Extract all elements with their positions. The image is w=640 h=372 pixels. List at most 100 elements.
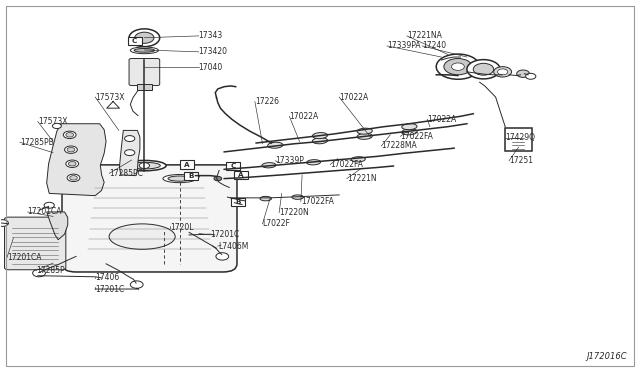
Circle shape <box>516 70 529 77</box>
Text: 17022A: 17022A <box>339 93 369 102</box>
Text: 17022FA: 17022FA <box>330 160 363 169</box>
Text: B: B <box>236 199 241 205</box>
FancyBboxPatch shape <box>180 160 194 169</box>
Text: 17201CA: 17201CA <box>28 208 62 217</box>
Text: 17221NA: 17221NA <box>407 31 442 41</box>
Text: 17240: 17240 <box>422 41 446 51</box>
Circle shape <box>33 269 45 277</box>
Circle shape <box>131 281 143 288</box>
Ellipse shape <box>163 174 196 183</box>
Ellipse shape <box>131 47 159 54</box>
Text: 17201CA: 17201CA <box>7 253 42 262</box>
Text: 17201C: 17201C <box>210 230 239 240</box>
Text: 17285PB: 17285PB <box>20 138 54 147</box>
Circle shape <box>66 133 74 137</box>
Circle shape <box>135 32 154 43</box>
Ellipse shape <box>402 124 417 130</box>
Circle shape <box>67 174 80 182</box>
Text: 1720L: 1720L <box>170 223 193 232</box>
FancyBboxPatch shape <box>129 58 160 86</box>
Circle shape <box>493 67 511 77</box>
Circle shape <box>125 150 135 155</box>
FancyBboxPatch shape <box>128 37 142 45</box>
Circle shape <box>444 58 472 75</box>
Text: 17573X: 17573X <box>95 93 125 102</box>
Polygon shape <box>120 131 140 176</box>
Circle shape <box>473 63 493 75</box>
Text: 17251: 17251 <box>509 156 533 165</box>
Circle shape <box>140 163 150 169</box>
Circle shape <box>497 69 508 75</box>
Circle shape <box>0 220 8 227</box>
Ellipse shape <box>312 132 328 139</box>
Text: 17429Q: 17429Q <box>505 133 535 142</box>
Text: 17221N: 17221N <box>347 174 376 183</box>
Text: 17040: 17040 <box>198 63 223 72</box>
FancyBboxPatch shape <box>4 217 66 270</box>
Text: 17285P: 17285P <box>36 266 65 275</box>
Circle shape <box>525 73 536 79</box>
Ellipse shape <box>123 160 166 171</box>
Text: L7406M: L7406M <box>218 241 248 250</box>
Circle shape <box>44 202 54 208</box>
Circle shape <box>129 29 160 46</box>
Ellipse shape <box>312 138 328 144</box>
Ellipse shape <box>262 163 276 168</box>
Circle shape <box>52 124 61 129</box>
Circle shape <box>65 146 77 153</box>
Ellipse shape <box>351 157 365 162</box>
Circle shape <box>70 176 77 180</box>
Text: J172016C: J172016C <box>586 352 627 361</box>
FancyBboxPatch shape <box>231 198 245 206</box>
Text: 17406: 17406 <box>95 273 120 282</box>
FancyBboxPatch shape <box>62 165 237 272</box>
Ellipse shape <box>268 142 283 148</box>
Text: 17220N: 17220N <box>279 208 309 217</box>
Circle shape <box>68 161 76 166</box>
Circle shape <box>63 131 76 138</box>
Ellipse shape <box>260 196 271 201</box>
Circle shape <box>436 54 479 79</box>
Circle shape <box>452 63 465 70</box>
Text: 17339P: 17339P <box>275 156 304 165</box>
Text: 17022A: 17022A <box>428 115 456 124</box>
Text: L7022F: L7022F <box>262 219 291 228</box>
Circle shape <box>125 136 135 141</box>
Ellipse shape <box>168 176 191 181</box>
Text: 17226: 17226 <box>255 97 279 106</box>
Ellipse shape <box>109 224 175 249</box>
Text: 17573X: 17573X <box>38 117 67 126</box>
Ellipse shape <box>129 162 161 169</box>
Text: A: A <box>184 161 190 167</box>
Circle shape <box>66 160 79 167</box>
Ellipse shape <box>402 129 417 135</box>
Text: 17022A: 17022A <box>289 112 319 121</box>
FancyBboxPatch shape <box>234 171 248 179</box>
Text: 17022FA: 17022FA <box>401 132 433 141</box>
Ellipse shape <box>357 133 372 140</box>
FancyBboxPatch shape <box>226 162 240 170</box>
Text: 17339PA: 17339PA <box>387 41 420 51</box>
Text: 17022FA: 17022FA <box>301 197 333 206</box>
Ellipse shape <box>357 128 372 134</box>
Polygon shape <box>47 212 68 240</box>
FancyBboxPatch shape <box>184 172 198 180</box>
Circle shape <box>190 174 199 179</box>
FancyBboxPatch shape <box>137 84 152 90</box>
Polygon shape <box>47 124 106 196</box>
Circle shape <box>67 147 75 152</box>
Ellipse shape <box>292 195 303 199</box>
Ellipse shape <box>134 48 155 52</box>
Text: 17285PC: 17285PC <box>109 169 143 178</box>
Circle shape <box>216 253 228 260</box>
Text: 17228MA: 17228MA <box>381 141 417 151</box>
Ellipse shape <box>307 160 321 165</box>
Circle shape <box>467 60 500 79</box>
Text: 173420: 173420 <box>198 47 228 56</box>
FancyBboxPatch shape <box>505 128 532 151</box>
Text: 17201C: 17201C <box>95 285 124 294</box>
Text: C: C <box>132 38 138 44</box>
Text: 17343: 17343 <box>198 31 223 41</box>
Text: B: B <box>188 173 194 179</box>
Circle shape <box>214 176 221 181</box>
